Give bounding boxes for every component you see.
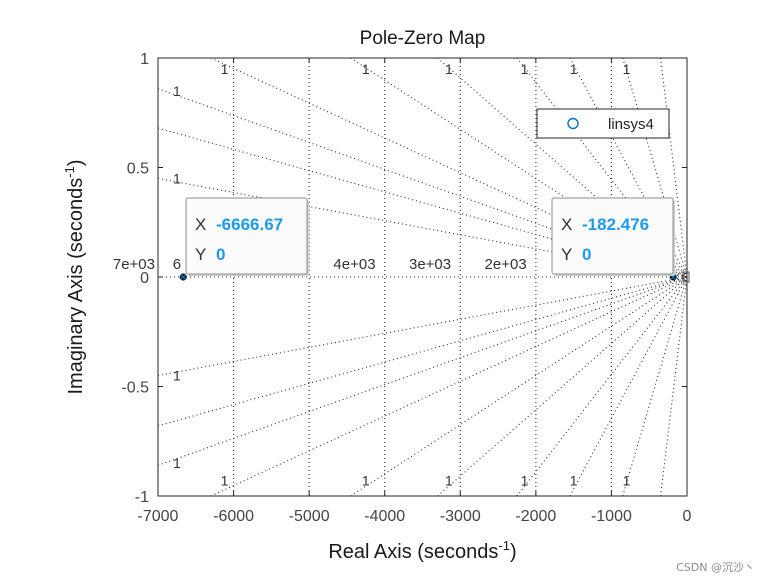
damping-label: 1 <box>521 473 529 489</box>
x-tick-label: -2000 <box>515 508 556 525</box>
y-tick-label: 0 <box>140 270 149 287</box>
frequency-label: 3e+03 <box>409 256 451 273</box>
grid-radial-line <box>569 57 688 278</box>
frequency-label: 7e+03 <box>113 256 155 273</box>
axes: -7000 -6000 -5000 -4000 -3000 -2000 -1000 0 -1 -0… <box>121 51 691 525</box>
damping-label: 1 <box>623 61 631 77</box>
y-tick-label: -0.5 <box>121 380 149 397</box>
datatip-y-value: 0 <box>582 245 591 264</box>
x-tick-label: 0 <box>683 508 692 525</box>
grid-radial-line <box>157 276 688 466</box>
damping-label: 1 <box>570 473 578 489</box>
grid-radial-line <box>210 276 688 497</box>
frequency-label: 4e+03 <box>333 256 375 273</box>
grid-labels: 1 1 1 1 1 1 1 1 1 1 1 1 1 1 1 1 7e+03 6 4e+03 3e+03 2e+03 <box>113 61 631 489</box>
y-tick-label: -1 <box>135 489 149 506</box>
grid-radial-line <box>660 57 688 278</box>
watermark-text: CSDN @沉沙丶 <box>676 561 755 574</box>
axis-titles: Pole-Zero Map Real Axis (seconds-1) Imagin… <box>62 28 517 563</box>
x-tick-label: -7000 <box>138 508 179 525</box>
x-tick-label: -1000 <box>591 508 632 525</box>
y-tick-label: 1 <box>140 51 149 68</box>
damping-label: 1 <box>173 170 181 186</box>
datatip-x-value: -6666.67 <box>216 215 283 234</box>
datatip-box[interactable] <box>185 197 308 275</box>
y-tick-label: 0.5 <box>127 161 149 178</box>
x-tick-label: -4000 <box>364 508 405 525</box>
damping-label: 1 <box>173 83 181 99</box>
x-tick-label: -6000 <box>213 508 254 525</box>
legend-box[interactable] <box>536 108 670 139</box>
datatip[interactable]: X -182.476 Y 0 <box>551 197 675 276</box>
datatip-x-value: -182.476 <box>582 215 649 234</box>
damping-label: 1 <box>445 61 453 77</box>
datatip-x-label: X <box>561 215 572 234</box>
grid-radial-line <box>437 276 688 497</box>
datatip-y-value: 0 <box>216 245 225 264</box>
damping-label: 1 <box>173 455 181 471</box>
grid-radial-line <box>350 276 688 497</box>
grid-radial-line <box>157 276 688 377</box>
axis-end-box <box>682 271 690 283</box>
damping-label: 1 <box>570 61 578 77</box>
datatip[interactable]: X -6666.67 Y 0 <box>185 197 309 276</box>
grid-radial-line <box>157 88 688 278</box>
legend-label: linsys4 <box>608 116 654 133</box>
datatip-y-label: Y <box>561 245 572 264</box>
pole-marker[interactable] <box>180 274 187 280</box>
frequency-label: 6 <box>173 256 181 273</box>
damping-label: 1 <box>445 473 453 489</box>
damping-label: 1 <box>623 473 631 489</box>
x-tick-label: -3000 <box>440 508 481 525</box>
legend-marker <box>567 117 579 130</box>
damping-label: 1 <box>362 473 370 489</box>
y-axis-title: Imaginary Axis (seconds-1) <box>62 160 87 395</box>
damping-label: 1 <box>221 61 229 77</box>
damping-label: 1 <box>521 61 529 77</box>
x-axis-title: Real Axis (seconds-1) <box>328 538 516 563</box>
damping-label: 1 <box>173 368 181 384</box>
datatip-x-label: X <box>195 215 206 234</box>
damping-label: 1 <box>221 473 229 489</box>
damping-label: 1 <box>362 61 370 77</box>
legend[interactable]: linsys4 <box>536 108 670 139</box>
datatip-box[interactable] <box>551 197 674 275</box>
x-tick-label: -5000 <box>289 508 330 525</box>
grid-radial-line <box>660 276 688 497</box>
pole-marker[interactable] <box>670 274 677 280</box>
grid-radial-line <box>569 276 688 497</box>
grid-radial-line <box>350 57 688 278</box>
chart-title: Pole-Zero Map <box>360 28 486 49</box>
frequency-label: 2e+03 <box>485 256 527 273</box>
datatip-y-label: Y <box>195 245 206 264</box>
